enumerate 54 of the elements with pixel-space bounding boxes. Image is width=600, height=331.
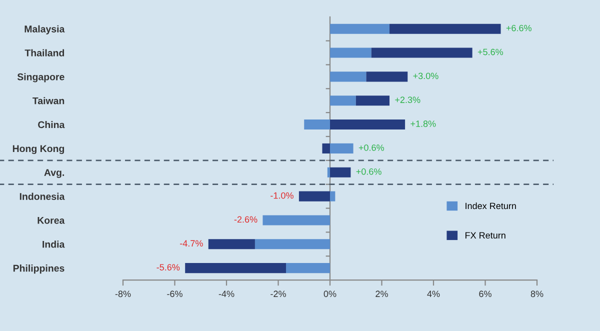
y-tick-label: Indonesia (20, 192, 65, 200)
total-label: +5.6% (478, 48, 504, 56)
bar (330, 24, 390, 34)
total-label: -1.0% (270, 192, 294, 199)
bar (286, 263, 330, 274)
bar (330, 167, 351, 178)
y-tick-label: Avg. (44, 169, 64, 178)
total-label: -5.6% (156, 264, 180, 270)
bar (371, 48, 472, 58)
legend-label: Index Return (466, 202, 516, 210)
total-label: +3.0% (413, 72, 438, 80)
bar (330, 120, 406, 130)
bar (330, 48, 372, 58)
bar (356, 96, 390, 106)
bar (390, 24, 501, 34)
bar (330, 72, 366, 82)
total-label: +6.6% (506, 24, 532, 32)
y-tick-label: Philippines (13, 264, 64, 274)
total-label: +2.3% (395, 96, 420, 104)
bar (304, 120, 330, 130)
total-label: +0.6% (356, 168, 382, 175)
y-tick-label: Korea (38, 217, 65, 224)
x-tick-label: -4% (218, 290, 234, 298)
bar (322, 143, 330, 154)
x-tick-label: 0% (324, 290, 336, 298)
bar (330, 191, 336, 202)
bar (366, 72, 408, 82)
bar (208, 239, 255, 250)
x-tick-label: -6% (167, 290, 182, 298)
total-label: +0.6% (358, 144, 384, 151)
legend-label: FX Return (466, 232, 506, 239)
x-tick-label: -8% (115, 290, 131, 298)
y-tick-label: Taiwan (32, 97, 64, 104)
bar (185, 263, 286, 274)
bar (330, 143, 354, 154)
x-tick-label: 8% (530, 290, 544, 298)
total-label: -2.6% (234, 216, 258, 223)
y-tick-label: China (38, 121, 65, 128)
bar (262, 215, 330, 226)
x-tick-label: 2% (376, 290, 388, 298)
x-tick-label: 6% (479, 290, 492, 298)
total-label: +1.8% (410, 120, 436, 127)
x-tick-label: -2% (270, 290, 286, 298)
y-tick-label: Thailand (24, 49, 64, 56)
y-tick-label: Hong Kong (12, 145, 64, 154)
y-tick-label: India (42, 240, 65, 248)
bar (327, 167, 330, 178)
bar (330, 96, 356, 106)
total-label: -4.7% (180, 240, 203, 247)
y-tick-label: Singapore (17, 73, 64, 82)
x-tick-label: 4% (427, 290, 440, 298)
y-tick-label: Malaysia (24, 25, 65, 34)
bar (254, 239, 330, 250)
bar (298, 191, 330, 202)
